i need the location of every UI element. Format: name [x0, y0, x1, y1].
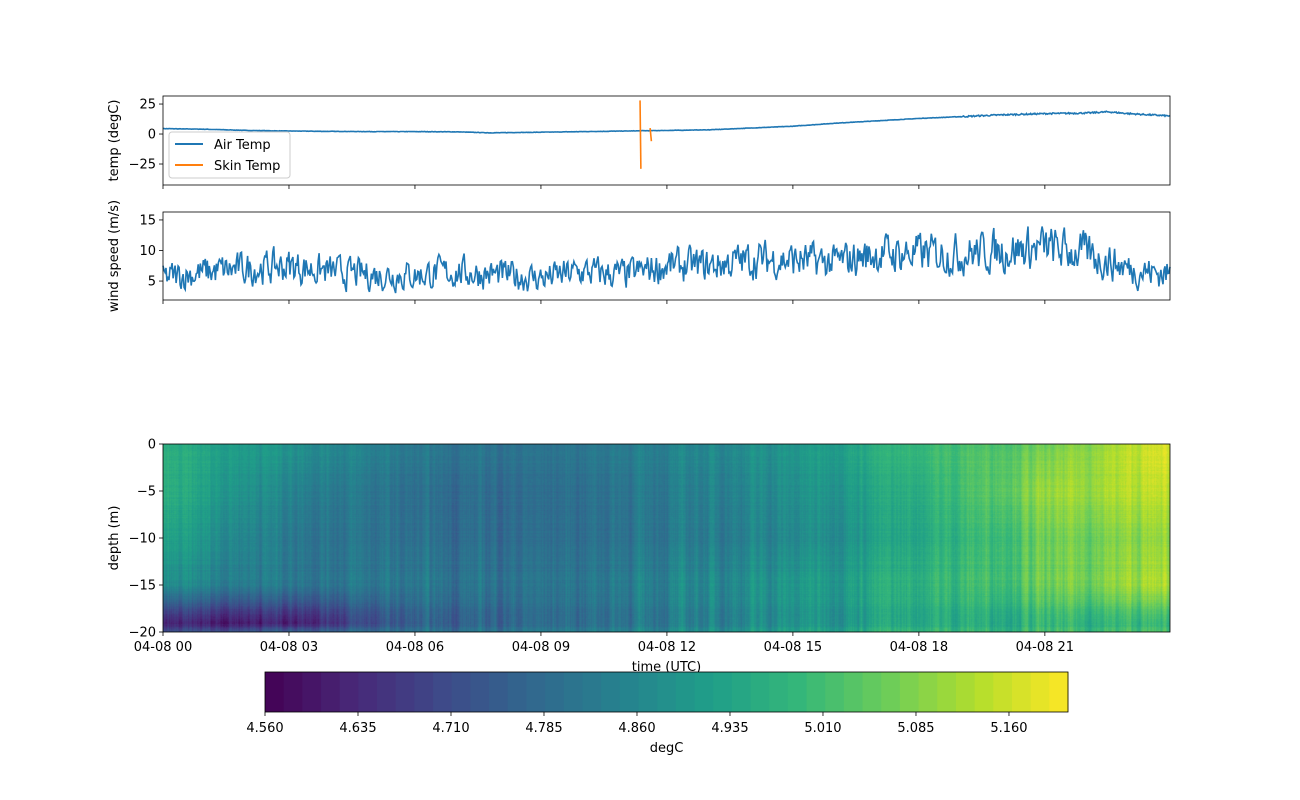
colorbar-level — [601, 672, 621, 712]
heatmap-axes-xtick-label: 04-08 03 — [260, 640, 318, 655]
colorbar-tick-label: 4.560 — [246, 721, 283, 736]
temp-axes-ytick-label: 25 — [139, 98, 156, 113]
colorbar-tick-label: 4.785 — [525, 721, 562, 736]
heatmap-axes-xtick-label: 04-08 00 — [134, 640, 192, 655]
colorbar-level — [339, 672, 359, 712]
wind-axes-ytick-label: 5 — [148, 275, 156, 290]
wind-axes-ylabel: wind speed (m/s) — [107, 200, 122, 312]
colorbar-level — [507, 672, 527, 712]
heatmap-axes-ytick-label: −20 — [129, 626, 156, 641]
heatmap-axes-xtick-label: 04-08 21 — [1016, 640, 1074, 655]
legend-skin-temp-label: Skin Temp — [214, 159, 280, 174]
wind-axes-frame — [162, 211, 1171, 301]
colorbar-level — [358, 672, 378, 712]
depth-temperature-heatmap — [163, 444, 1170, 632]
heatmap-axes-ytick-label: −15 — [129, 579, 156, 594]
heatmap-axes-frame — [162, 443, 1171, 633]
legend-air-temp-label: Air Temp — [214, 138, 271, 153]
colorbar-tick-label: 4.935 — [711, 721, 748, 736]
colorbar-level — [1011, 672, 1032, 712]
colorbar-level — [489, 672, 509, 712]
wind-axes-ytick-label: 10 — [139, 244, 156, 259]
colorbar-level — [974, 672, 994, 712]
air-temp-line — [162, 110, 1171, 134]
heatmap-xlabel: time (UTC) — [632, 660, 701, 675]
heatmap-axes-ytick-label: −5 — [137, 485, 156, 500]
colorbar-level — [395, 672, 415, 712]
colorbar-level — [731, 672, 752, 712]
colorbar-level — [750, 672, 770, 712]
colorbar-level — [377, 672, 397, 712]
wind-axes-ytick-label: 15 — [139, 213, 156, 228]
colorbar-tick-label: 5.160 — [990, 721, 1027, 736]
wind-speed-line — [162, 226, 1171, 294]
colorbar-level — [433, 672, 453, 712]
colorbar-level — [470, 672, 490, 712]
heatmap-axes-ytick-label: 0 — [148, 438, 156, 453]
colorbar-level — [526, 672, 546, 712]
colorbar-tick-label: 5.010 — [804, 721, 841, 736]
temp-axes-ylabel: temp (degC) — [107, 100, 122, 182]
colorbar-level — [414, 672, 434, 712]
heatmap-axes-ylabel: depth (m) — [107, 506, 122, 571]
heatmap-axes-xtick-label: 04-08 18 — [890, 640, 948, 655]
temp-axes-ytick-label: −25 — [129, 158, 156, 173]
colorbar-level — [321, 672, 341, 712]
colorbar-level — [582, 672, 602, 712]
skin-temp-line — [639, 100, 642, 169]
heatmap-axes-xtick-label: 04-08 12 — [638, 640, 696, 655]
colorbar-level — [713, 672, 733, 712]
colorbar-tick-label: 4.860 — [618, 721, 655, 736]
temp-axes-frame — [162, 95, 1171, 186]
colorbar-label: degC — [650, 741, 684, 756]
colorbar-frame — [264, 671, 1069, 713]
skin-temp-line — [649, 127, 653, 142]
colorbar-level — [545, 672, 565, 712]
colorbar-level — [1030, 672, 1050, 712]
legend — [168, 131, 291, 179]
colorbar-level — [657, 672, 677, 712]
colorbar-tick-label: 4.710 — [432, 721, 469, 736]
heatmap-axes-xtick-label: 04-08 06 — [386, 640, 444, 655]
colorbar-level — [265, 672, 285, 712]
colorbar-level — [955, 672, 976, 712]
colorbar-level — [451, 672, 471, 712]
colorbar-level — [843, 672, 864, 712]
colorbar-level — [694, 672, 714, 712]
heatmap-axes-xtick-label: 04-08 09 — [512, 640, 570, 655]
heatmap-axes-ytick-label: −10 — [129, 532, 156, 547]
colorbar-level — [918, 672, 938, 712]
colorbar-level — [1049, 672, 1069, 712]
colorbar-level — [619, 672, 639, 712]
colorbar-level — [787, 672, 808, 712]
colorbar-level — [806, 672, 826, 712]
colorbar-level — [563, 672, 583, 712]
colorbar-level — [825, 672, 845, 712]
heatmap-axes-xtick-label: 04-08 15 — [764, 640, 822, 655]
colorbar-level — [675, 672, 696, 712]
colorbar-level — [638, 672, 658, 712]
colorbar-level — [899, 672, 920, 712]
temp-axes-ytick-label: 0 — [148, 128, 156, 143]
colorbar-level — [881, 672, 901, 712]
colorbar-tick-label: 4.635 — [339, 721, 376, 736]
colorbar-level — [302, 672, 322, 712]
colorbar-level — [862, 672, 882, 712]
colorbar-tick-label: 5.085 — [897, 721, 934, 736]
colorbar-level — [993, 672, 1013, 712]
colorbar-level — [937, 672, 957, 712]
colorbar-level — [769, 672, 789, 712]
colorbar-level — [283, 672, 303, 712]
